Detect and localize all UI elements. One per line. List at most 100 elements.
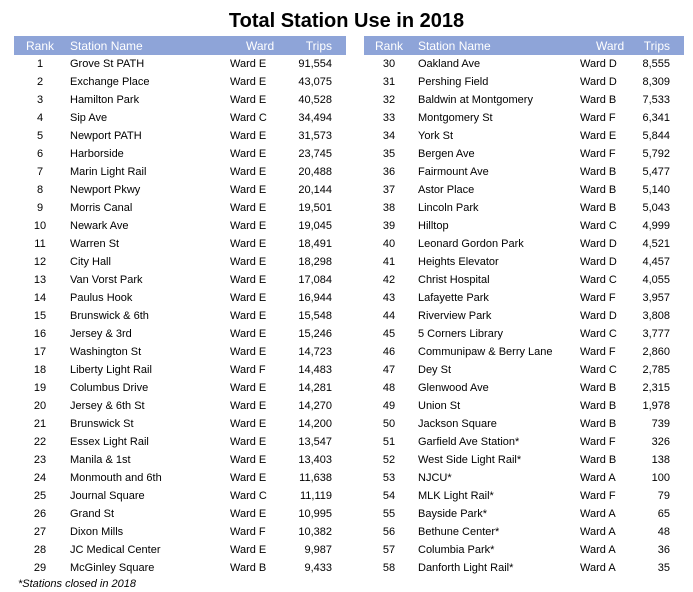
ward-cell: Ward C: [580, 328, 617, 340]
rank-cell: 50: [382, 418, 396, 430]
table-row: 27 Dixon Mills Ward F 10,382: [14, 523, 346, 541]
table-row: 49 Union St Ward B 1,978: [364, 397, 684, 415]
station-name-cell: Grand St: [70, 508, 115, 520]
station-name-cell: 5 Corners Library: [418, 328, 503, 340]
trips-cell: 91,554: [298, 58, 332, 70]
rank-cell: 27: [33, 526, 47, 538]
station-name-cell: JC Medical Center: [70, 544, 161, 556]
trips-cell: 65: [657, 508, 670, 520]
station-name-cell: Brunswick St: [70, 418, 134, 430]
table-body: 30 Oakland Ave Ward D 8,555 31 Pershing Field…: [364, 55, 684, 577]
trips-cell: 739: [651, 418, 670, 430]
rank-cell: 48: [382, 382, 396, 394]
table-row: 37 Astor Place Ward B 5,140: [364, 181, 684, 199]
station-name-cell: Monmouth and 6th: [70, 472, 162, 484]
station-name-cell: Journal Square: [70, 490, 145, 502]
table-row: 21 Brunswick St Ward E 14,200: [14, 415, 346, 433]
trips-cell: 10,995: [298, 508, 332, 520]
ward-cell: Ward C: [580, 364, 617, 376]
rank-cell: 57: [382, 544, 396, 556]
ward-cell: Ward D: [580, 256, 617, 268]
rank-cell: 6: [36, 148, 44, 160]
station-name-cell: Communipaw & Berry Lane: [418, 346, 553, 358]
rank-cell: 5: [36, 130, 44, 142]
ward-cell: Ward E: [230, 292, 267, 304]
table-row: 1 Grove St PATH Ward E 91,554: [14, 55, 346, 73]
table-row: 18 Liberty Light Rail Ward F 14,483: [14, 361, 346, 379]
rank-cell: 42: [382, 274, 396, 286]
station-name-cell: Fairmount Ave: [418, 166, 489, 178]
rank-cell: 1: [36, 58, 44, 70]
rank-cell: 4: [36, 112, 44, 124]
station-name-cell: Liberty Light Rail: [70, 364, 152, 376]
table-row: 28 JC Medical Center Ward E 9,987: [14, 541, 346, 559]
ward-cell: Ward F: [580, 346, 616, 358]
ward-cell: Ward E: [230, 418, 267, 430]
station-name-cell: Newport Pkwy: [70, 184, 141, 196]
rank-cell: 28: [33, 544, 47, 556]
ward-cell: Ward E: [230, 256, 267, 268]
trips-cell: 2,785: [642, 364, 670, 376]
ward-cell: Ward E: [230, 166, 267, 178]
table-row: 57 Columbia Park* Ward A 36: [364, 541, 684, 559]
station-name-cell: Hilltop: [418, 220, 449, 232]
station-name-cell: City Hall: [70, 256, 111, 268]
table-row: 41 Heights Elevator Ward D 4,457: [364, 253, 684, 271]
station-name-cell: Grove St PATH: [70, 58, 145, 70]
table-row: 36 Fairmount Ave Ward B 5,477: [364, 163, 684, 181]
table-row: 9 Morris Canal Ward E 19,501: [14, 199, 346, 217]
station-name-cell: Bethune Center*: [418, 526, 500, 538]
rank-cell: 16: [33, 328, 47, 340]
rank-cell: 47: [382, 364, 396, 376]
trips-cell: 20,144: [298, 184, 332, 196]
ward-cell: Ward B: [580, 400, 617, 412]
station-name-cell: Leonard Gordon Park: [418, 238, 524, 250]
table-row: 33 Montgomery St Ward F 6,341: [364, 109, 684, 127]
station-name-cell: NJCU*: [418, 472, 452, 484]
rank-header: Rank: [14, 36, 66, 55]
station-name-cell: Danforth Light Rail*: [418, 562, 514, 574]
station-name-cell: Exchange Place: [70, 76, 150, 88]
trips-cell: 7,533: [642, 94, 670, 106]
ward-cell: Ward E: [230, 328, 267, 340]
station-name-cell: Manila & 1st: [70, 454, 131, 466]
trips-cell: 2,315: [642, 382, 670, 394]
table-row: 11 Warren St Ward E 18,491: [14, 235, 346, 253]
table-row: 7 Marin Light Rail Ward E 20,488: [14, 163, 346, 181]
rank-cell: 46: [382, 346, 396, 358]
trips-cell: 17,084: [298, 274, 332, 286]
ward-cell: Ward E: [230, 310, 267, 322]
trips-cell: 11,119: [299, 490, 332, 502]
table-row: 46 Communipaw & Berry Lane Ward F 2,860: [364, 343, 684, 361]
ward-cell: Ward C: [580, 274, 617, 286]
ward-cell: Ward B: [580, 382, 617, 394]
station-name-cell: Lafayette Park: [418, 292, 489, 304]
station-name-cell: Newport PATH: [70, 130, 142, 142]
trips-cell: 3,957: [642, 292, 670, 304]
rank-cell: 20: [33, 400, 47, 412]
trips-cell: 4,055: [642, 274, 670, 286]
rank-cell: 39: [382, 220, 396, 232]
table-row: 22 Essex Light Rail Ward E 13,547: [14, 433, 346, 451]
station-name-cell: Morris Canal: [70, 202, 133, 214]
table-header-row: Rank Station Name Ward Trips: [14, 36, 346, 55]
table-row: 3 Hamilton Park Ward E 40,528: [14, 91, 346, 109]
station-name-cell: Sip Ave: [70, 112, 108, 124]
rank-cell: 55: [382, 508, 396, 520]
ward-cell: Ward E: [230, 184, 267, 196]
ward-cell: Ward A: [580, 562, 616, 574]
ward-cell: Ward B: [580, 202, 617, 214]
station-name-cell: Jersey & 3rd: [70, 328, 132, 340]
table-row: 2 Exchange Place Ward E 43,075: [14, 73, 346, 91]
ward-cell: Ward E: [580, 130, 617, 142]
table-row: 40 Leonard Gordon Park Ward D 4,521: [364, 235, 684, 253]
station-name-cell: Dey St: [418, 364, 452, 376]
rank-cell: 21: [33, 418, 47, 430]
station-name-cell: Union St: [418, 400, 461, 412]
station-name-cell: Harborside: [70, 148, 124, 160]
trips-cell: 4,521: [642, 238, 670, 250]
ward-cell: Ward D: [580, 238, 617, 250]
ward-cell: Ward E: [230, 76, 267, 88]
station-name-cell: Heights Elevator: [418, 256, 499, 268]
ward-cell: Ward E: [230, 202, 267, 214]
